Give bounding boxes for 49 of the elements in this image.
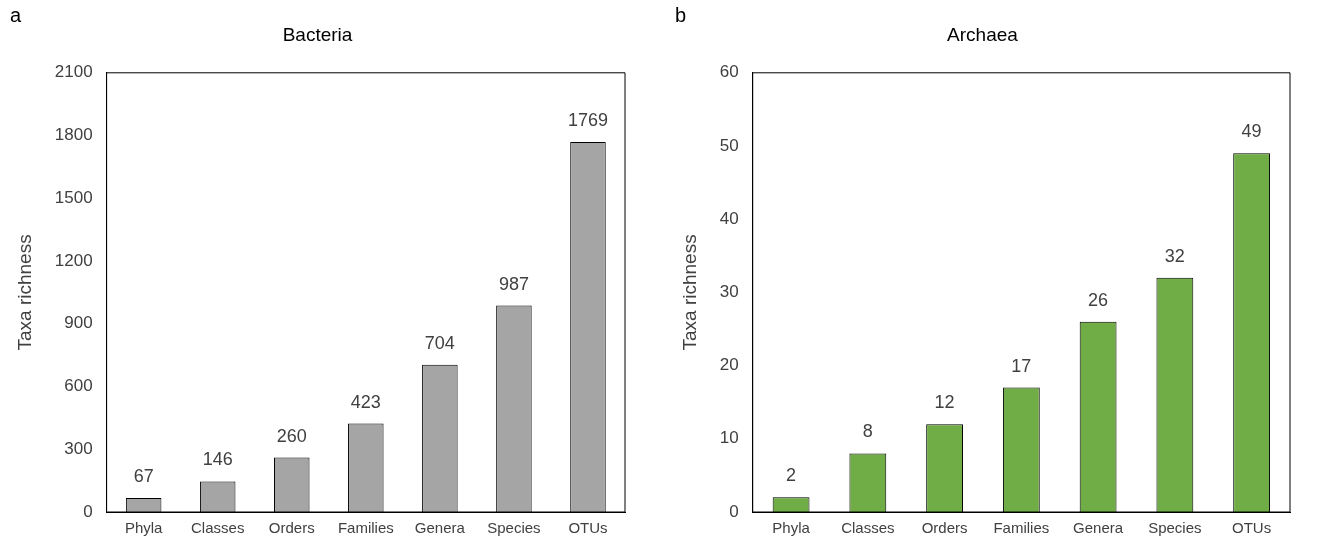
y-tick-label: 300 bbox=[64, 438, 93, 458]
y-tick-label: 30 bbox=[719, 282, 739, 302]
y-tick-label: 600 bbox=[64, 376, 93, 396]
x-tick-label: Species bbox=[487, 519, 541, 537]
y-tick-label: 2100 bbox=[54, 62, 93, 82]
x-tick-label: Orders bbox=[921, 519, 968, 537]
y-axis-title: Taxa richness bbox=[13, 234, 35, 351]
x-tick-label: OTUs bbox=[568, 519, 608, 537]
y-tick-label: 60 bbox=[719, 62, 739, 82]
x-tick-label: OTUs bbox=[1232, 519, 1272, 537]
text: a bbox=[10, 3, 22, 26]
x-tick-label: Species bbox=[1148, 519, 1202, 537]
y-tick-label: 1800 bbox=[54, 125, 93, 145]
data-label: 260 bbox=[276, 425, 307, 446]
x-tick-label: Classes bbox=[841, 519, 895, 537]
data-label: 704 bbox=[424, 332, 455, 353]
y-tick-label: 1500 bbox=[54, 187, 93, 207]
y-tick-label: 20 bbox=[719, 355, 739, 375]
data-label: 32 bbox=[1164, 245, 1185, 266]
x-tick-label: Genera bbox=[414, 519, 466, 537]
text: b bbox=[675, 3, 687, 26]
x-tick-label: Families bbox=[993, 519, 1050, 537]
data-label: 1769 bbox=[567, 110, 608, 130]
data-label: 49 bbox=[1241, 121, 1262, 142]
chart-title: Bacteria bbox=[282, 23, 353, 45]
data-label: 423 bbox=[350, 391, 381, 412]
y-tick-label: 0 bbox=[729, 501, 739, 521]
data-label: 26 bbox=[1088, 289, 1109, 310]
x-tick-label: Orders bbox=[268, 519, 315, 537]
data-label: 67 bbox=[133, 465, 154, 486]
data-label: 146 bbox=[202, 449, 233, 470]
data-label: 8 bbox=[862, 421, 873, 442]
x-tick-label: Genera bbox=[1073, 519, 1124, 537]
data-label: 12 bbox=[934, 392, 955, 413]
x-tick-label: Phyla bbox=[124, 519, 164, 537]
y-axis-title: Taxa richness bbox=[678, 234, 700, 351]
data-label: 2 bbox=[786, 465, 797, 486]
y-tick-label: 900 bbox=[64, 313, 93, 333]
data-label: 987 bbox=[498, 273, 529, 294]
chart-title: Archaea bbox=[947, 23, 1019, 45]
y-tick-label: 1200 bbox=[54, 250, 93, 270]
x-tick-label: Phyla bbox=[772, 519, 811, 537]
y-tick-label: 40 bbox=[719, 208, 739, 228]
x-tick-label: Classes bbox=[191, 519, 245, 537]
y-tick-label: 10 bbox=[719, 428, 739, 448]
y-tick-label: 50 bbox=[719, 135, 739, 155]
x-tick-label: Families bbox=[337, 519, 394, 537]
y-tick-label: 0 bbox=[83, 501, 93, 521]
data-label: 17 bbox=[1011, 355, 1032, 376]
